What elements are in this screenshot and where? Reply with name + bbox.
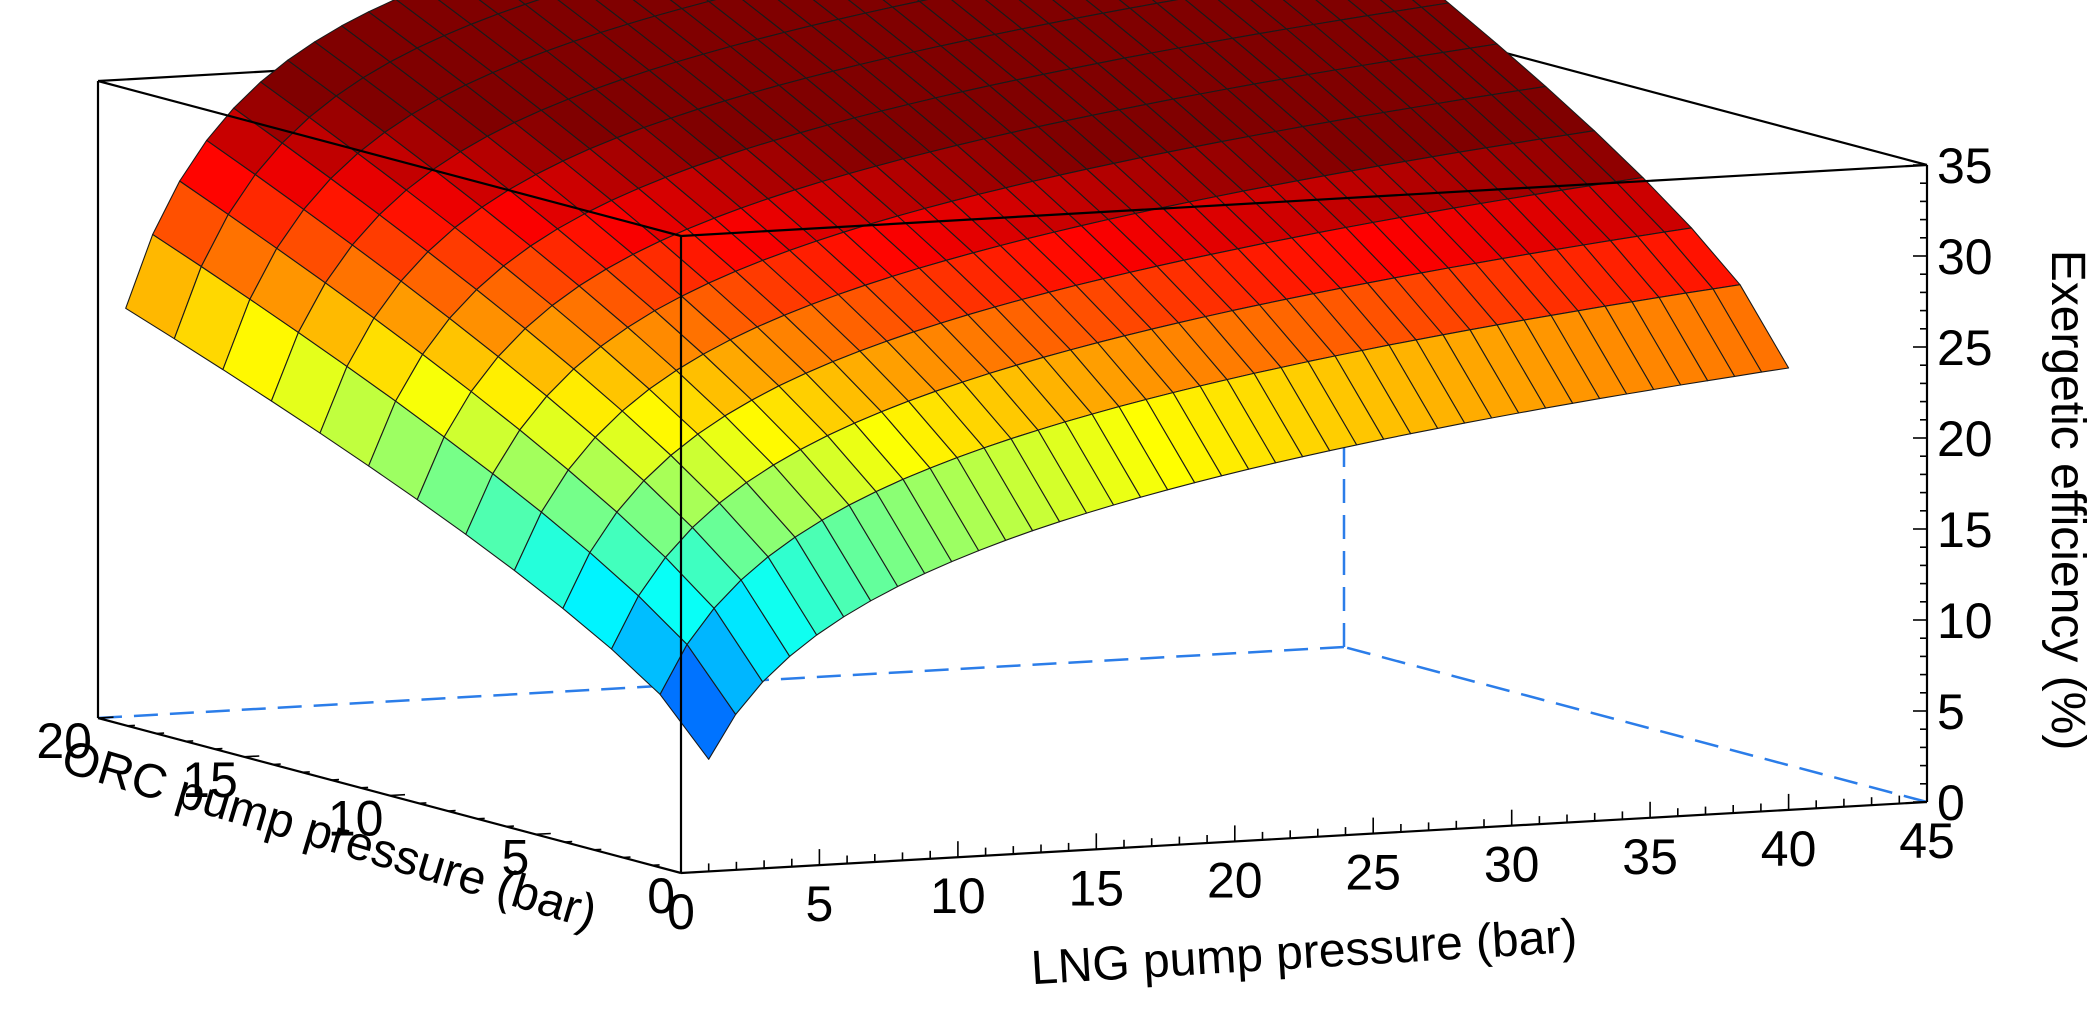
y-tick-label: 20	[36, 713, 92, 769]
y-axis-tick	[680, 871, 697, 874]
y-axis-tick	[389, 793, 406, 797]
axis-ticks	[97, 164, 1928, 874]
z-tick-label: 15	[1937, 502, 1993, 558]
y-tick-label: 0	[647, 868, 675, 924]
x-tick-label: 15	[1068, 860, 1124, 916]
z-axis-title: Exergetic efficiency (%)	[2041, 250, 2094, 751]
x-tick-label: 10	[930, 868, 986, 924]
z-tick-label: 0	[1937, 775, 1965, 831]
z-tick-label: 25	[1937, 320, 1993, 376]
y-tick-label: 5	[501, 829, 529, 885]
x-tick-label: 5	[805, 876, 833, 932]
y-tick-label: 10	[328, 791, 384, 847]
surface-patch	[1091, 406, 1169, 498]
x-tick-label: 45	[1899, 813, 1955, 869]
z-tick-label: 5	[1937, 684, 1965, 740]
box-edge-top-left	[97, 79, 682, 238]
x-axis-title: LNG pump pressure (bar)	[1030, 910, 1579, 995]
z-tick-label: 10	[1937, 593, 1993, 649]
z-tick-label: 20	[1937, 411, 1993, 467]
box-edge-top-front	[680, 163, 1928, 238]
x-tick-label: 30	[1484, 837, 1540, 893]
y-tick-label: 15	[182, 752, 238, 808]
x-tick-label: 0	[667, 884, 695, 940]
y-axis-tick	[97, 716, 114, 719]
surface-mesh	[125, 0, 1790, 760]
z-tick-label: 35	[1937, 138, 1993, 194]
y-axis-tick	[243, 755, 260, 758]
x-tick-label: 25	[1345, 845, 1401, 901]
z-tick-label: 30	[1937, 229, 1993, 285]
box-edge-right-bottom	[1343, 645, 1928, 804]
x-tick-label: 35	[1622, 829, 1678, 885]
x-axis-line	[680, 800, 1928, 875]
x-tick-label: 40	[1761, 821, 1817, 877]
y-axis-tick	[535, 832, 551, 836]
x-tick-label: 20	[1207, 852, 1263, 908]
